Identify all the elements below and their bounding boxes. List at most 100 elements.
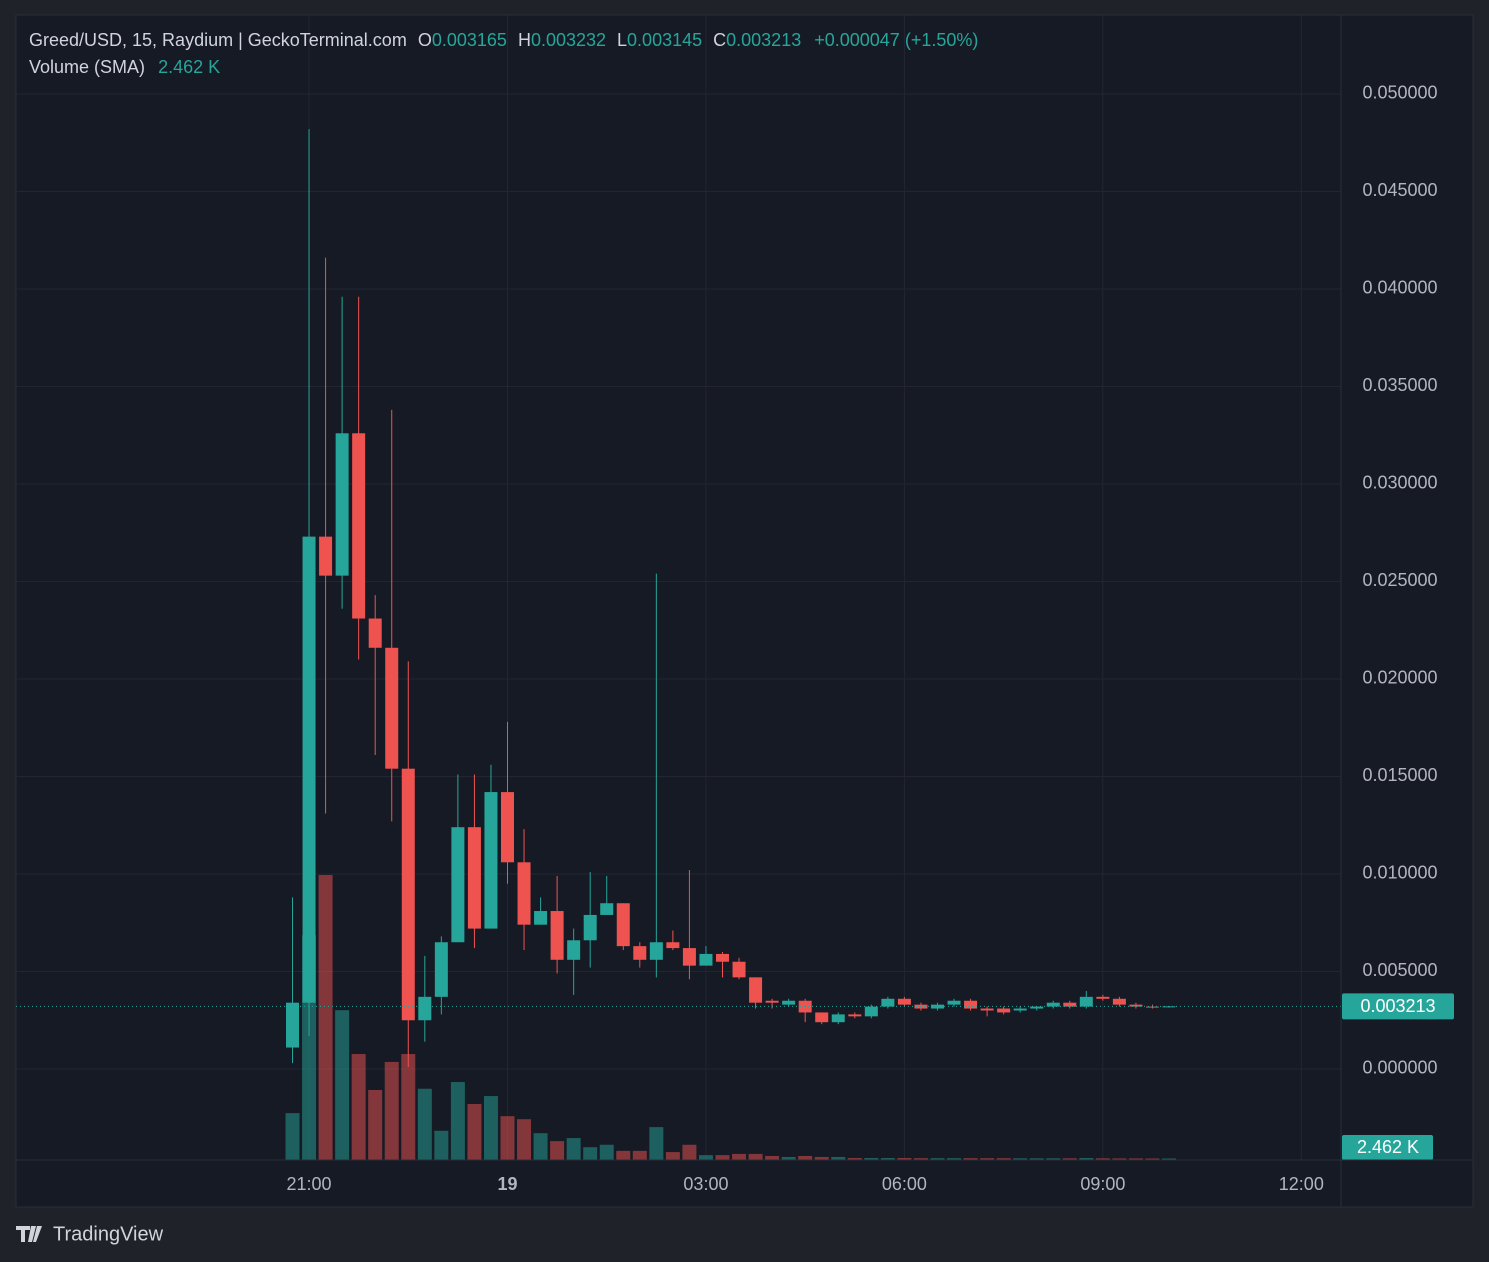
- axes: 0.000000 0.005000 0.010000 0.015000 0.020000…: [16, 83, 1454, 1194]
- y-tick-label: 0.015000: [1362, 765, 1437, 785]
- candle-body: [666, 942, 680, 949]
- volume-bar: [1013, 1158, 1028, 1160]
- volume-value-label: 2.462 K: [1357, 1137, 1419, 1157]
- volume-bar: [434, 1130, 449, 1160]
- y-tick-label: 0.005000: [1362, 960, 1437, 980]
- volume-bar: [599, 1144, 614, 1160]
- ohlc-value: 0.003232: [531, 30, 606, 50]
- candle-body: [484, 792, 498, 929]
- volume-bar: [831, 1156, 846, 1160]
- x-tick-label: 03:00: [683, 1174, 728, 1194]
- volume-bar: [1162, 1158, 1177, 1160]
- candle-body: [864, 1006, 878, 1017]
- volume-bar: [616, 1150, 631, 1160]
- volume-layer: [285, 874, 1177, 1160]
- y-tick-label: 0.025000: [1362, 570, 1437, 590]
- change-label: +0.000047 (+1.50%): [814, 30, 978, 50]
- volume-bar: [814, 1156, 829, 1160]
- volume-bar: [1112, 1158, 1127, 1160]
- candle-body: [517, 862, 531, 925]
- volume-legend: Volume (SMA) 2.462 K: [29, 57, 220, 77]
- candle-body: [1079, 996, 1093, 1007]
- y-tick-label: 0.040000: [1362, 278, 1437, 298]
- last-price-label: 0.003213: [1360, 996, 1435, 1016]
- volume-bar: [401, 1054, 416, 1160]
- candle-body: [831, 1014, 845, 1023]
- brand-name: TradingView: [53, 1223, 164, 1245]
- volume-bar: [632, 1150, 647, 1160]
- ohlc-key: L: [617, 30, 627, 50]
- ohlc-value: 0.003145: [627, 30, 702, 50]
- legend-header: Greed/USD, 15, Raydium | GeckoTerminal.c…: [29, 30, 978, 50]
- volume-bar: [649, 1127, 664, 1160]
- x-tick-label: 09:00: [1080, 1174, 1125, 1194]
- volume-bar: [335, 1010, 350, 1160]
- volume-bar: [483, 1096, 498, 1160]
- candle-body: [418, 996, 432, 1021]
- candle-body: [467, 827, 481, 929]
- candle-body: [616, 903, 630, 947]
- brand-logo: [16, 1226, 42, 1242]
- ohlc-value: 0.003165: [432, 30, 507, 50]
- candle-body: [732, 961, 746, 978]
- chart-title: Greed/USD, 15, Raydium | GeckoTerminal.c…: [29, 30, 407, 50]
- chart-panel: [15, 14, 1474, 1208]
- candle-body: [451, 827, 465, 943]
- x-tick-label: 06:00: [882, 1174, 927, 1194]
- candle-body: [897, 998, 911, 1005]
- candle-body: [302, 536, 316, 1003]
- volume-bar: [781, 1156, 796, 1160]
- candle-body: [335, 433, 349, 576]
- volume-bar: [748, 1153, 763, 1160]
- y-tick-label: 0.045000: [1362, 180, 1437, 200]
- volume-bar: [798, 1155, 813, 1160]
- candle-body: [600, 903, 614, 915]
- candle-body: [947, 1000, 961, 1005]
- candle-body: [881, 998, 895, 1007]
- volume-bar: [1079, 1157, 1094, 1160]
- volume-bar: [765, 1155, 780, 1160]
- volume-bar: [698, 1155, 713, 1160]
- candle-body: [583, 914, 597, 941]
- volume-bar: [550, 1141, 565, 1160]
- candle-body: [980, 1008, 994, 1011]
- candle-body: [550, 911, 564, 960]
- candle-body: [1063, 1002, 1077, 1007]
- volume-bar: [533, 1133, 548, 1160]
- volume-bar: [1128, 1158, 1143, 1160]
- candle-body: [1096, 996, 1110, 999]
- candle-body: [1145, 1006, 1159, 1008]
- ohlc-value: 0.003213: [726, 30, 801, 50]
- y-tick-label: 0.010000: [1362, 863, 1437, 883]
- candle-body: [319, 536, 333, 576]
- candle-body: [567, 940, 581, 960]
- volume-bar: [864, 1157, 879, 1160]
- candle-body: [633, 946, 647, 960]
- y-tick-label: 0.020000: [1362, 668, 1437, 688]
- y-tick-label: 0.050000: [1362, 83, 1437, 103]
- volume-bar: [500, 1116, 515, 1160]
- x-tick-label: 19: [497, 1174, 517, 1194]
- volume-value: 2.462 K: [158, 57, 220, 77]
- candle-body: [798, 1000, 812, 1013]
- volume-bar: [1095, 1158, 1110, 1160]
- candle-body: [1046, 1002, 1060, 1007]
- candle-body: [1129, 1004, 1143, 1007]
- candle-body: [964, 1000, 978, 1009]
- volume-bar: [1145, 1158, 1160, 1160]
- candle-body: [368, 618, 382, 648]
- y-tick-label: 0.000000: [1362, 1058, 1437, 1078]
- brand: TradingView: [16, 1223, 164, 1245]
- candle-body: [765, 1000, 779, 1003]
- y-tick-label: 0.030000: [1362, 473, 1437, 493]
- candle-body: [699, 953, 713, 966]
- volume-bar: [980, 1158, 995, 1160]
- volume-bar: [566, 1138, 581, 1160]
- volume-bar: [732, 1153, 747, 1160]
- x-tick-label: 12:00: [1279, 1174, 1324, 1194]
- volume-bar: [318, 874, 333, 1160]
- volume-bar: [1029, 1158, 1044, 1160]
- candle-body: [385, 647, 399, 769]
- ohlc-key: O: [418, 30, 432, 50]
